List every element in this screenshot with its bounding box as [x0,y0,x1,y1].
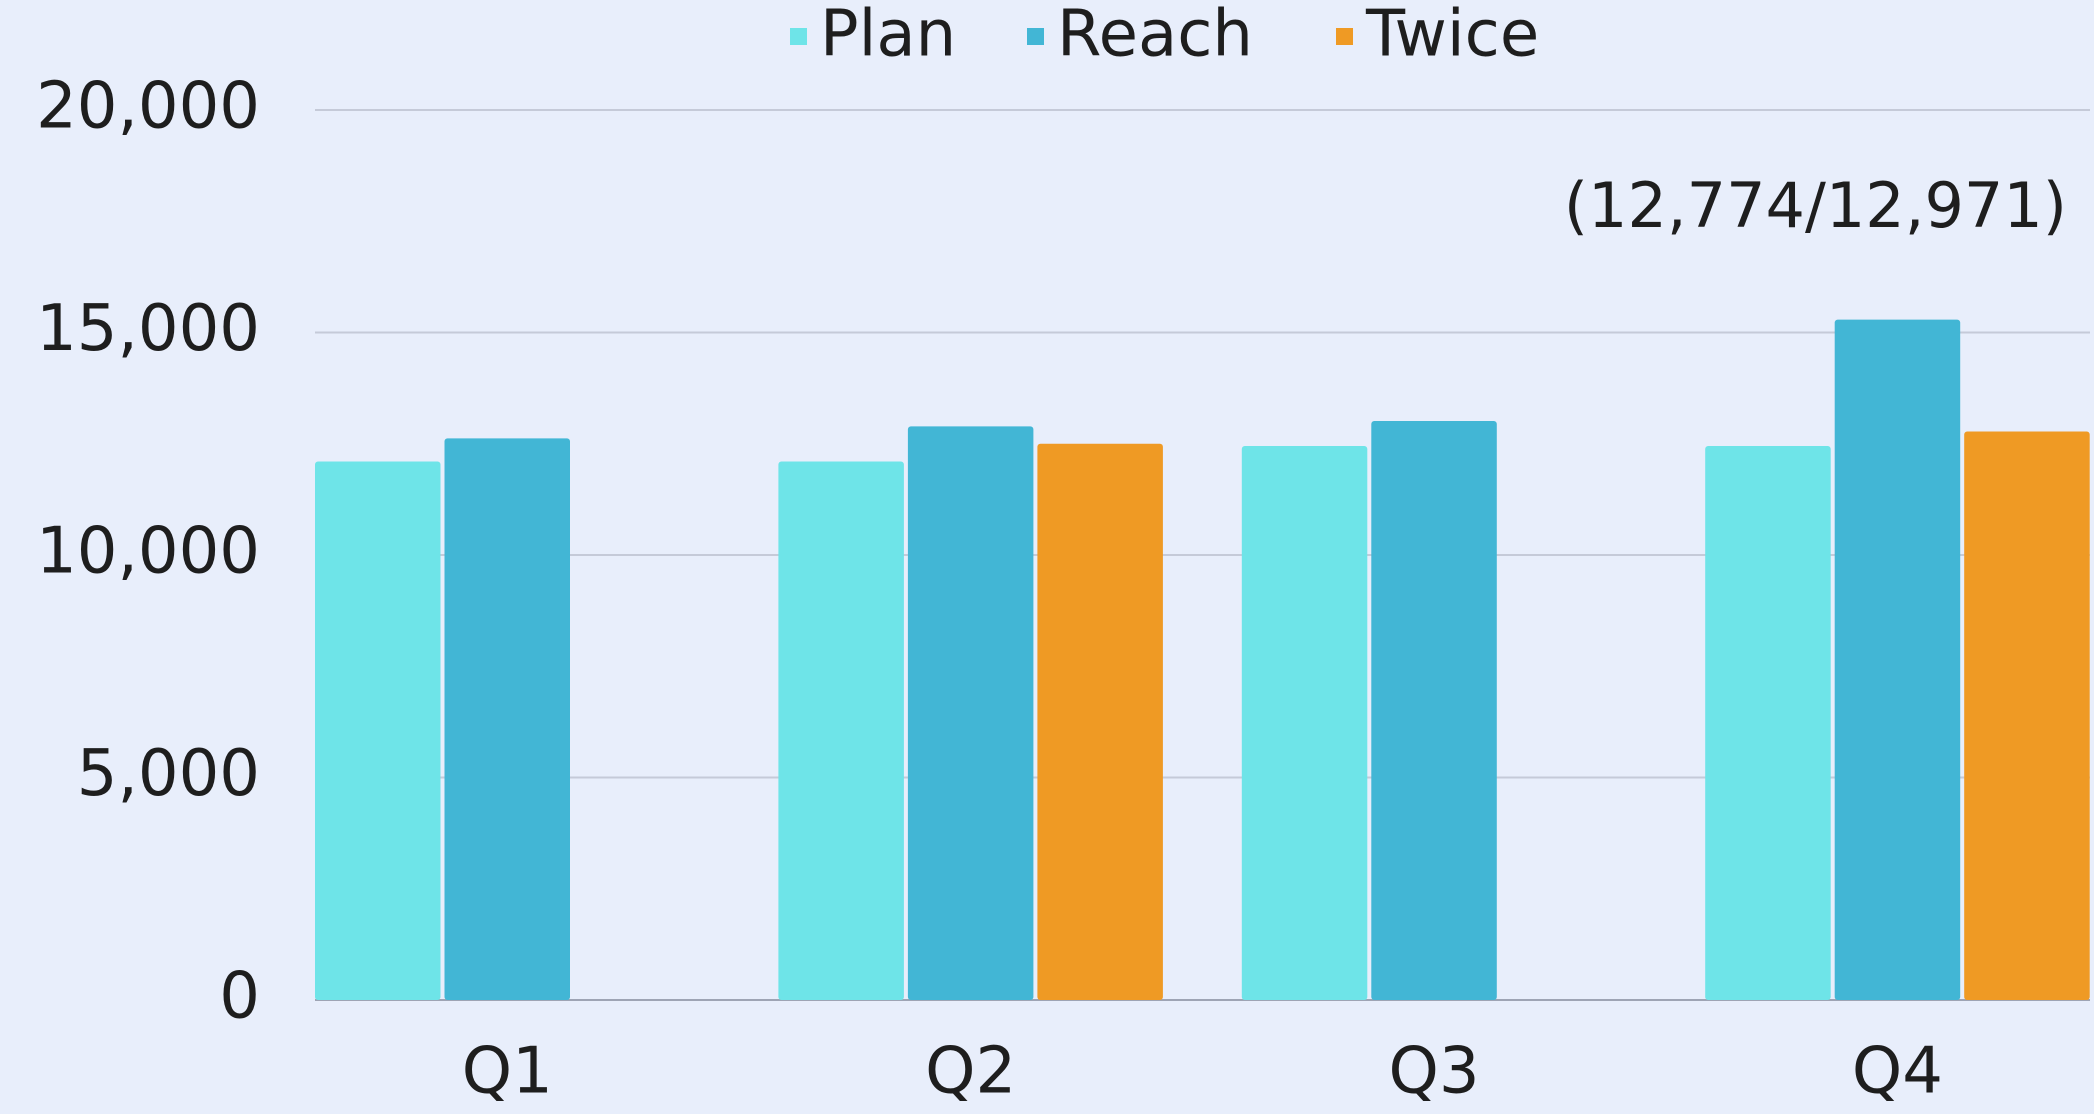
y-tick-label: 10,000 [36,515,260,589]
x-tick-label: Q1 [462,1035,553,1109]
x-tick-label: Q2 [925,1035,1016,1109]
legend-swatch [1027,28,1044,45]
bar [1037,443,1163,1000]
bar [907,426,1034,1000]
x-tick-label: Q4 [1852,1035,1943,1109]
legend-label: Plan [820,0,956,72]
legend-label: Reach [1057,0,1253,72]
bar [444,438,570,1000]
x-tick-label: Q3 [1389,1035,1480,1109]
legend-swatch [790,28,807,45]
y-tick-label: 0 [219,960,260,1034]
annotation: (12,774/12,971) [1564,169,2067,242]
bar [1705,445,1831,1001]
y-tick-label: 5,000 [77,737,260,811]
y-tick-label: 15,000 [36,292,260,366]
legend-swatch [1336,28,1353,45]
bar [1964,431,2090,1000]
bar [778,461,904,1000]
bar [1241,445,1368,1001]
legend-label: Twice [1365,0,1539,72]
y-tick-label: 20,000 [36,70,260,144]
bar [1371,421,1497,1000]
bar [315,461,441,1000]
bar [1834,319,1961,1001]
